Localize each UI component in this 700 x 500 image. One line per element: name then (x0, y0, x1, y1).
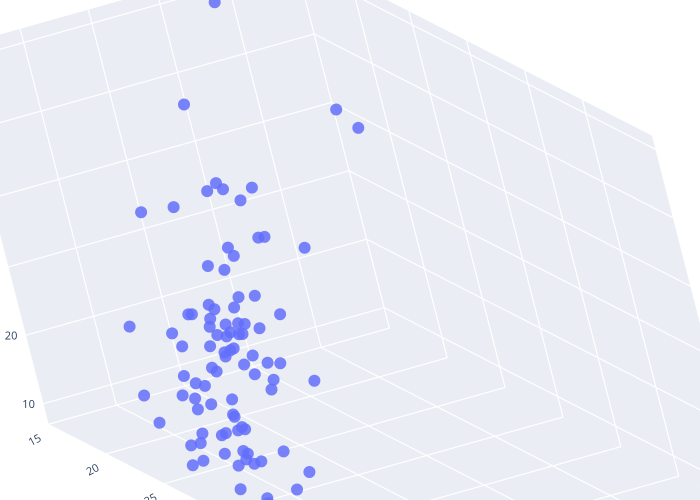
scatter-point (176, 340, 188, 352)
scatter-point (195, 437, 207, 449)
scatter-point (154, 417, 166, 429)
scatter-point (299, 242, 311, 254)
svg-text:20: 20 (5, 328, 18, 343)
scatter-point (262, 357, 274, 369)
scatter-point (255, 455, 267, 467)
svg-text:10: 10 (22, 397, 35, 412)
scatter-point (135, 206, 147, 218)
scatter-point (177, 389, 189, 401)
scatter-point (197, 455, 209, 467)
scatter-point (249, 368, 261, 380)
scatter-point (237, 328, 249, 340)
scatter-point (352, 122, 364, 134)
scatter-point (202, 260, 214, 272)
scatter3d-scene[interactable]: 15202530354050100150200250102030405060MP… (0, 0, 700, 500)
scatter-point (268, 374, 280, 386)
scatter-point (274, 357, 286, 369)
scatter-point (291, 484, 303, 496)
scatter-point (308, 375, 320, 387)
scatter-point (274, 308, 286, 320)
scatter-point (204, 340, 216, 352)
scatter3d-chart[interactable]: 3D Scatter plot 152025303540501001502002… (0, 0, 700, 500)
scatter-point (192, 403, 204, 415)
scatter-point (254, 322, 266, 334)
scatter-point (249, 290, 261, 302)
scatter-point (178, 370, 190, 382)
scatter-point (138, 390, 150, 402)
scatter-point (204, 321, 216, 333)
scatter-point (238, 359, 250, 371)
scatter-point (247, 350, 259, 362)
scatter-point (178, 99, 190, 111)
scatter-point (182, 308, 194, 320)
scatter-point (208, 303, 220, 315)
scatter-point (303, 466, 315, 478)
scatter-point (166, 327, 178, 339)
scatter-point (235, 483, 247, 495)
scatter-point (220, 427, 232, 439)
scatter-point (259, 231, 271, 243)
scatter-point (235, 194, 247, 206)
svg-text:15: 15 (26, 431, 44, 450)
scatter-point (187, 459, 199, 471)
scatter-point (233, 291, 245, 303)
scatter-point (168, 201, 180, 213)
scatter-point (211, 366, 223, 378)
scatter-point (227, 409, 239, 421)
scatter-point (190, 377, 202, 389)
scatter-point (226, 393, 238, 405)
scatter-point (232, 317, 244, 329)
scatter-point (278, 445, 290, 457)
scatter-point (219, 448, 231, 460)
scatter-point (222, 242, 234, 254)
scatter-point (330, 104, 342, 116)
scatter-point (189, 393, 201, 405)
scatter-point (237, 445, 249, 457)
scatter-point (246, 182, 258, 194)
scatter-point (236, 421, 248, 433)
svg-text:25: 25 (142, 490, 160, 500)
scatter-point (218, 264, 230, 276)
scatter-point (224, 344, 236, 356)
scatter-point (124, 321, 136, 333)
scatter-point (210, 177, 222, 189)
svg-text:20: 20 (84, 460, 102, 479)
scatter-point (228, 302, 240, 314)
scatter-point (205, 398, 217, 410)
scatter-point (220, 319, 232, 331)
